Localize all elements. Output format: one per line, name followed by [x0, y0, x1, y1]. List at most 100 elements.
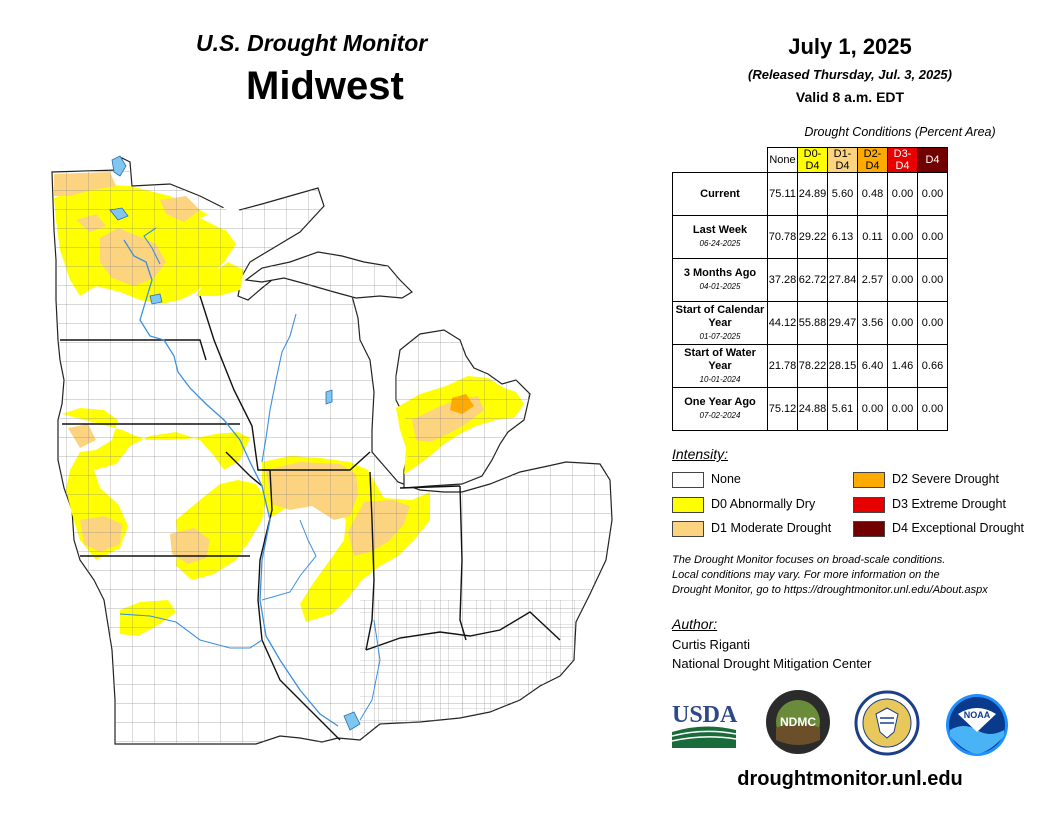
county-boundaries [52, 158, 612, 744]
website-link[interactable]: droughtmonitor.unl.edu [737, 768, 963, 790]
table-row: 3 Months Ago 04-01-2025 37.28 62.72 27.84 2.5… [672, 258, 948, 302]
table-cell: 28.15 [827, 344, 858, 388]
map-date: July 1, 2025 [788, 34, 912, 59]
table-row: Start of Calendar Year 01-07-2025 44.12 55.… [672, 301, 948, 345]
legend-label-d3: D3 Extreme Drought [892, 497, 1006, 511]
table-cell: 27.84 [827, 258, 858, 302]
col-header-d2-d4: D2-D4 [857, 147, 888, 173]
midwest-drought-map [51, 155, 613, 745]
col-header-d4: D4 [917, 147, 948, 173]
col-header-d0-d4: D0-D4 [797, 147, 828, 173]
table-cell: 37.28 [767, 258, 798, 302]
table-cell: 0.00 [917, 258, 948, 302]
table-cell: 70.78 [767, 215, 798, 259]
row-label: Start of Water Year 10-01-2024 [672, 344, 768, 388]
table-cell: 78.22 [797, 344, 828, 388]
table-cell: 6.40 [857, 344, 888, 388]
author-name: Curtis Riganti [672, 637, 751, 652]
col-header-d1-d4: D1-D4 [827, 147, 858, 173]
table-cell: 0.11 [857, 215, 888, 259]
legend-swatch-d2 [853, 472, 885, 488]
disclaimer-line: Drought Monitor, go to https://droughtmo… [672, 584, 988, 596]
table-cell: 55.88 [797, 301, 828, 345]
table-cell: 0.00 [857, 387, 888, 431]
table-cell: 0.00 [887, 172, 918, 216]
noaa-logo-text: NOAA [964, 710, 991, 720]
table-cell: 44.12 [767, 301, 798, 345]
valid-time: Valid 8 a.m. EDT [795, 89, 905, 105]
table-cell: 1.46 [887, 344, 918, 388]
row-label: 3 Months Ago 04-01-2025 [672, 258, 768, 302]
table-cell: 0.66 [917, 344, 948, 388]
row-label: One Year Ago 07-02-2024 [672, 387, 768, 431]
table-cell: 5.61 [827, 387, 858, 431]
map-title: U.S. Drought Monitor [196, 30, 428, 56]
legend-label-d1: D1 Moderate Drought [711, 521, 832, 535]
disclaimer-line: The Drought Monitor focuses on broad-sca… [672, 554, 946, 566]
row-label-text: Last Week [692, 224, 748, 236]
row-date: 06-24-2025 [699, 239, 741, 248]
ndmc-logo-text: NDMC [780, 715, 816, 729]
row-date: 01-07-2025 [699, 331, 741, 341]
table-cell: 2.57 [857, 258, 888, 302]
table-cell: 75.12 [767, 387, 798, 431]
table-cell: 21.78 [767, 344, 798, 388]
table-cell: 75.11 [767, 172, 798, 216]
row-label-text: One Year Ago [684, 396, 756, 408]
table-cell: 0.00 [917, 387, 948, 431]
disclaimer-line: Local conditions may vary. For more info… [672, 569, 940, 581]
legend-label-d0: D0 Abnormally Dry [711, 497, 816, 511]
table-cell: 62.72 [797, 258, 828, 302]
disclaimer: The Drought Monitor focuses on broad-sca… [672, 553, 1042, 598]
row-label-text: Start of Water Year [684, 346, 756, 372]
usda-logo-text: USDA [672, 702, 738, 728]
col-header-d3-d4: D3-D4 [887, 147, 918, 173]
row-label-text: Start of Calendar Year [675, 303, 765, 329]
row-date: 07-02-2024 [699, 411, 741, 420]
table-cell: 0.00 [917, 215, 948, 259]
state-boundaries [60, 295, 561, 741]
table-cell: 24.89 [797, 172, 828, 216]
table-cell: 24.88 [797, 387, 828, 431]
table-row: Current 75.11 24.89 5.60 0.48 0.00 0.00 [672, 172, 948, 216]
legend-swatch-none [672, 472, 704, 488]
row-label: Start of Calendar Year 01-07-2025 [672, 301, 768, 345]
table-cell: 0.00 [887, 301, 918, 345]
table-row: Last Week 06-24-2025 70.78 29.22 6.13 0.11 0.0… [672, 215, 948, 259]
author-title: Author: [672, 616, 718, 632]
legend-swatch-d3 [853, 497, 885, 513]
row-date: 04-01-2025 [699, 282, 741, 291]
conditions-title: Drought Conditions (Percent Area) [804, 125, 996, 139]
table-cell: 0.00 [887, 215, 918, 259]
usda-logo: USDA [671, 702, 738, 748]
table-cell: 0.48 [857, 172, 888, 216]
water-features [109, 155, 381, 731]
legend-label-d2: D2 Severe Drought [892, 472, 1000, 486]
legend-title: Intensity: [672, 446, 729, 462]
table-cell: 0.00 [917, 301, 948, 345]
row-label-text: Current [700, 187, 740, 200]
legend-swatch-d4 [853, 521, 885, 537]
table-cell: 0.00 [887, 387, 918, 431]
table-cell: 0.00 [887, 258, 918, 302]
noaa-logo: NOAA [946, 694, 1008, 756]
row-label: Current [672, 172, 768, 216]
legend-label-d4: D4 Exceptional Drought [892, 521, 1025, 535]
legend-swatch-d0 [672, 497, 704, 513]
table-header-row: None D0-D4 D1-D4 D2-D4 D3-D4 D4 [673, 147, 948, 173]
ndmc-logo: NDMC [766, 690, 830, 754]
row-label-text: 3 Months Ago [683, 267, 757, 279]
table-row: Start of Water Year 10-01-2024 21.78 78.22 2… [672, 344, 948, 388]
table-cell: 3.56 [857, 301, 888, 345]
legend-swatch-d1 [672, 521, 704, 537]
table-cell: 5.60 [827, 172, 858, 216]
table-cell: 29.22 [797, 215, 828, 259]
row-date: 10-01-2024 [699, 374, 741, 384]
table-cell: 0.00 [917, 172, 948, 216]
table-cell: 6.13 [827, 215, 858, 259]
author-org: National Drought Mitigation Center [672, 656, 872, 671]
commerce-seal-logo [854, 690, 920, 756]
legend-label-none: None [711, 472, 741, 486]
drought-conditions-table: None D0-D4 D1-D4 D2-D4 D3-D4 D4 Current 7… [672, 147, 948, 431]
table-row: One Year Ago 07-02-2024 75.12 24.88 5.61 0.00… [672, 387, 948, 431]
